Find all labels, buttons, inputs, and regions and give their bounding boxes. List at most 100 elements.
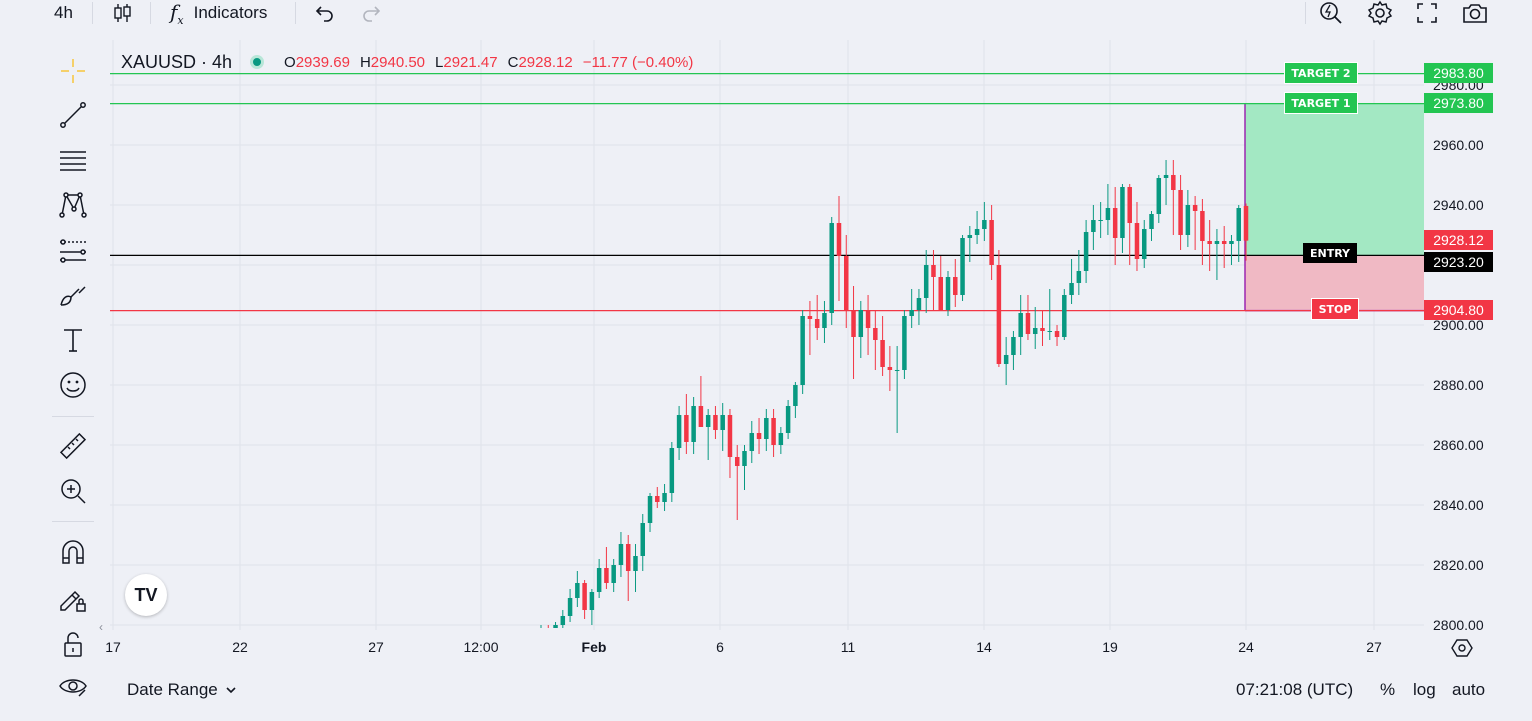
- candle-body: [553, 625, 558, 628]
- y-tick-label: 2800.00: [1433, 617, 1484, 633]
- fib-tool[interactable]: [54, 141, 92, 179]
- candle-body: [633, 556, 638, 571]
- candle-body: [1236, 208, 1241, 241]
- pattern-tool[interactable]: [54, 186, 92, 224]
- candle-body: [546, 628, 551, 631]
- undo-button[interactable]: [313, 0, 335, 26]
- candle-body: [851, 310, 856, 337]
- toolbar-divider: [52, 416, 94, 417]
- candle-body: [611, 565, 616, 583]
- price-lines: [110, 72, 1424, 312]
- hide-drawings-tool[interactable]: [54, 667, 92, 705]
- candle-body: [945, 277, 951, 310]
- tradingview-logo[interactable]: TV: [125, 574, 167, 616]
- candle-body: [676, 415, 682, 448]
- percent-toggle[interactable]: %: [1380, 670, 1395, 710]
- y-tick-label: 2840.00: [1433, 497, 1484, 513]
- crosshair-icon: [61, 59, 85, 83]
- candle-body: [793, 385, 798, 406]
- brush-tool[interactable]: [54, 276, 92, 314]
- change-value: −11.77 (−0.40%): [582, 53, 694, 71]
- text-tool[interactable]: [54, 321, 92, 359]
- settings-button[interactable]: [1367, 0, 1393, 26]
- scroll-left-icon[interactable]: ‹: [99, 620, 103, 634]
- candle-body: [967, 235, 973, 238]
- emoji-tool[interactable]: [54, 366, 92, 404]
- forecast-tool[interactable]: [54, 231, 92, 269]
- log-toggle[interactable]: log: [1413, 670, 1436, 710]
- date-range-button[interactable]: Date Range: [127, 670, 238, 710]
- hexagon-gear-icon: [1451, 639, 1473, 657]
- redo-button[interactable]: [361, 0, 383, 26]
- indicators-label: Indicators: [193, 3, 268, 22]
- x-tick-label: 22: [232, 639, 248, 655]
- close-value: 2928.12: [518, 53, 573, 71]
- interval-label: 4h: [54, 3, 73, 22]
- redo-icon: [363, 6, 381, 22]
- target2-tag[interactable]: TARGET 2: [1284, 62, 1358, 84]
- symbol-name[interactable]: XAUUSD · 4h: [121, 51, 233, 72]
- candle-body: [567, 598, 573, 616]
- candle-body: [1214, 241, 1220, 244]
- candle-body: [858, 310, 864, 337]
- toolbar-divider: [150, 2, 151, 24]
- indicators-button[interactable]: fx Indicators: [170, 0, 268, 27]
- target1-tag[interactable]: TARGET 1: [1284, 92, 1358, 114]
- candle-body: [800, 316, 805, 385]
- candle-body: [1018, 313, 1023, 337]
- candle-body: [720, 415, 725, 430]
- candle-body: [902, 316, 907, 370]
- candle-body: [836, 223, 842, 256]
- crosshair-tool[interactable]: [54, 52, 92, 90]
- low-value: 2921.47: [443, 53, 498, 71]
- market-status-icon: [250, 55, 265, 69]
- candle-body: [1047, 331, 1053, 332]
- x-tick-label: 19: [1102, 639, 1118, 655]
- candles: [539, 160, 1249, 631]
- clock[interactable]: 07:21:08 (UTC): [1236, 670, 1353, 710]
- chart-type-button[interactable]: [112, 0, 134, 26]
- unlock-icon: [64, 632, 82, 657]
- x-tick-label: 27: [368, 639, 384, 655]
- candle-body: [923, 265, 929, 298]
- candle-body: [996, 265, 1002, 364]
- auto-label: auto: [1452, 680, 1486, 699]
- candle-body: [560, 616, 566, 625]
- lock-drawing-tool[interactable]: [54, 579, 92, 617]
- interval-button[interactable]: 4h: [54, 0, 73, 26]
- quick-search-button[interactable]: [1318, 0, 1344, 26]
- ruler-tool[interactable]: [54, 427, 92, 465]
- gear-icon: [1367, 0, 1393, 26]
- entry-tag[interactable]: ENTRY: [1303, 243, 1357, 263]
- chart-settings-button[interactable]: [1451, 637, 1473, 659]
- pencil-lock-icon: [60, 590, 86, 612]
- zoom-in-icon: [61, 479, 86, 504]
- candle-body: [909, 310, 914, 316]
- function-icon: fx: [170, 0, 184, 27]
- trend-line-tool[interactable]: [54, 96, 92, 134]
- candle-body: [931, 265, 936, 277]
- candle-body: [684, 415, 689, 442]
- x-tick-label: 27: [1366, 639, 1382, 655]
- pattern-icon: [59, 192, 87, 218]
- candle-body: [1098, 220, 1103, 221]
- magnet-tool[interactable]: [54, 534, 92, 572]
- lock-all-tool[interactable]: [54, 626, 92, 664]
- zap-search-icon: [1320, 2, 1342, 24]
- candle-body: [1062, 295, 1067, 337]
- trend-line-icon: [60, 102, 86, 128]
- text-icon: [64, 329, 82, 352]
- candle-body: [539, 628, 544, 631]
- fullscreen-button[interactable]: [1415, 0, 1439, 26]
- y-tick-label: 2880.00: [1433, 377, 1484, 393]
- auto-toggle[interactable]: auto: [1452, 670, 1485, 710]
- screenshot-button[interactable]: [1461, 0, 1489, 26]
- candle-body: [880, 340, 885, 367]
- stop-tag[interactable]: STOP: [1311, 298, 1359, 320]
- bottom-toolbar: Date Range 07:21:08 (UTC) % log auto: [0, 670, 1532, 710]
- candle-body: [1120, 187, 1125, 238]
- zoom-in-tool[interactable]: [54, 472, 92, 510]
- candle-body: [938, 277, 943, 310]
- open-key: O: [284, 53, 296, 71]
